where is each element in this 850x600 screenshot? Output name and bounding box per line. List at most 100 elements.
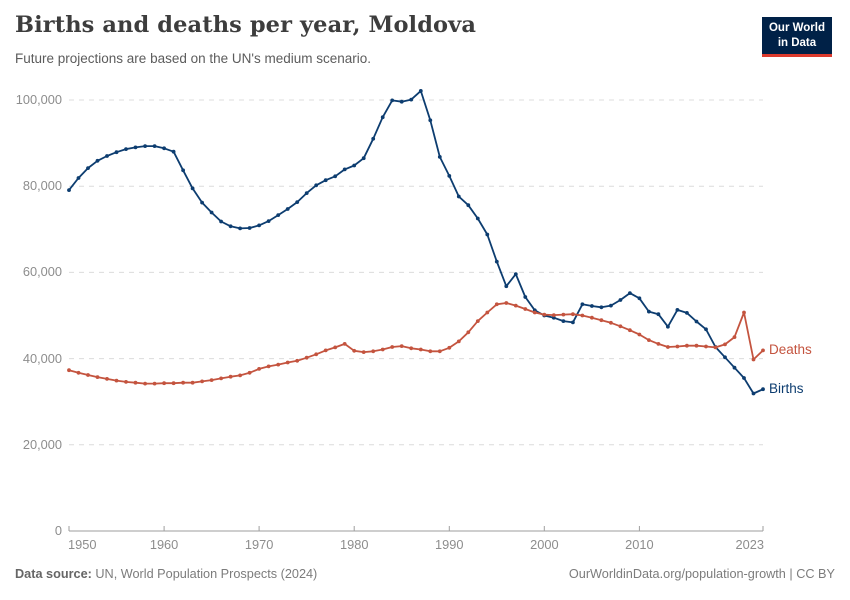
deaths-point[interactable] <box>590 315 594 320</box>
deaths-point[interactable] <box>133 380 138 385</box>
births-point[interactable] <box>571 320 575 325</box>
births-point[interactable] <box>447 174 452 178</box>
deaths-point[interactable] <box>190 380 195 385</box>
births-point[interactable] <box>637 296 642 301</box>
births-point[interactable] <box>219 219 224 224</box>
deaths-point[interactable] <box>371 349 376 354</box>
births-point[interactable] <box>86 166 90 171</box>
births-point[interactable] <box>162 146 167 151</box>
births-point[interactable] <box>694 319 699 324</box>
deaths-point[interactable] <box>742 310 746 315</box>
births-point[interactable] <box>390 98 395 103</box>
deaths-point[interactable] <box>751 357 756 362</box>
deaths-point[interactable] <box>95 375 100 379</box>
deaths-point[interactable] <box>276 362 281 367</box>
births-point[interactable] <box>143 144 148 149</box>
deaths-point[interactable] <box>675 344 680 349</box>
births-point[interactable] <box>761 387 765 392</box>
deaths-point[interactable] <box>580 313 585 318</box>
deaths-point[interactable] <box>571 312 575 317</box>
births-point[interactable] <box>304 191 309 196</box>
deaths-point[interactable] <box>732 335 737 339</box>
births-point[interactable] <box>228 224 233 229</box>
deaths-point[interactable] <box>723 342 727 347</box>
births-point[interactable] <box>257 223 261 228</box>
births-line[interactable] <box>68 90 764 395</box>
deaths-point[interactable] <box>200 379 205 384</box>
deaths-point[interactable] <box>532 310 537 315</box>
deaths-point[interactable] <box>409 346 414 351</box>
deaths-point[interactable] <box>143 381 148 386</box>
deaths-point[interactable] <box>247 370 252 375</box>
deaths-point[interactable] <box>162 381 167 386</box>
deaths-point[interactable] <box>152 381 157 386</box>
births-point[interactable] <box>333 174 338 179</box>
births-point[interactable] <box>704 327 708 332</box>
births-point[interactable] <box>485 232 490 237</box>
births-point[interactable] <box>609 303 613 308</box>
births-point[interactable] <box>152 144 157 149</box>
births-point[interactable] <box>437 155 442 159</box>
deaths-point[interactable] <box>238 373 243 378</box>
deaths-point[interactable] <box>380 347 385 352</box>
births-point[interactable] <box>428 118 433 123</box>
deaths-point[interactable] <box>285 360 290 365</box>
deaths-point[interactable] <box>361 350 366 354</box>
births-point[interactable] <box>124 147 128 152</box>
deaths-point[interactable] <box>105 377 109 381</box>
births-point[interactable] <box>181 168 186 173</box>
births-point[interactable] <box>361 156 366 161</box>
births-point[interactable] <box>656 312 661 317</box>
births-point[interactable] <box>76 176 81 180</box>
deaths-point[interactable] <box>352 348 357 353</box>
deaths-point[interactable] <box>181 380 186 385</box>
births-point[interactable] <box>475 216 480 221</box>
births-point[interactable] <box>314 183 319 188</box>
deaths-point[interactable] <box>456 339 461 344</box>
deaths-point[interactable] <box>447 345 452 350</box>
births-point[interactable] <box>323 178 328 183</box>
deaths-point[interactable] <box>114 378 119 383</box>
births-point[interactable] <box>200 200 205 205</box>
deaths-point[interactable] <box>542 312 547 317</box>
deaths-point[interactable] <box>618 324 623 329</box>
births-point[interactable] <box>628 291 632 295</box>
births-point[interactable] <box>209 210 214 215</box>
deaths-point[interactable] <box>171 381 176 386</box>
deaths-point[interactable] <box>437 349 442 354</box>
deaths-point[interactable] <box>685 343 689 348</box>
owid-logo[interactable]: Our World in Data <box>761 17 832 57</box>
births-point[interactable] <box>494 259 499 264</box>
deaths-point[interactable] <box>609 320 613 325</box>
births-point[interactable] <box>685 311 689 315</box>
births-point[interactable] <box>352 163 357 168</box>
births-point[interactable] <box>133 145 138 150</box>
deaths-point[interactable] <box>257 367 261 371</box>
deaths-point[interactable] <box>513 303 518 308</box>
deaths-point[interactable] <box>647 338 651 342</box>
births-point[interactable] <box>675 308 680 312</box>
births-point[interactable] <box>504 284 509 289</box>
births-point[interactable] <box>723 355 727 360</box>
births-point[interactable] <box>580 302 585 307</box>
births-point[interactable] <box>618 298 623 302</box>
deaths-point[interactable] <box>694 343 699 348</box>
deaths-point[interactable] <box>219 376 224 381</box>
births-point[interactable] <box>561 319 566 323</box>
births-point[interactable] <box>380 115 385 120</box>
births-point[interactable] <box>247 226 252 230</box>
deaths-point[interactable] <box>418 347 423 352</box>
births-point[interactable] <box>285 207 290 211</box>
births-point[interactable] <box>95 158 100 163</box>
births-point[interactable] <box>742 376 746 380</box>
deaths-point[interactable] <box>561 312 566 317</box>
births-point[interactable] <box>190 186 195 191</box>
deaths-point[interactable] <box>295 358 300 363</box>
deaths-point[interactable] <box>428 349 433 354</box>
deaths-point[interactable] <box>342 342 347 346</box>
deaths-point[interactable] <box>485 310 490 315</box>
births-point[interactable] <box>513 272 518 276</box>
deaths-point[interactable] <box>713 345 718 350</box>
births-point[interactable] <box>238 226 243 231</box>
deaths-point[interactable] <box>209 378 214 382</box>
